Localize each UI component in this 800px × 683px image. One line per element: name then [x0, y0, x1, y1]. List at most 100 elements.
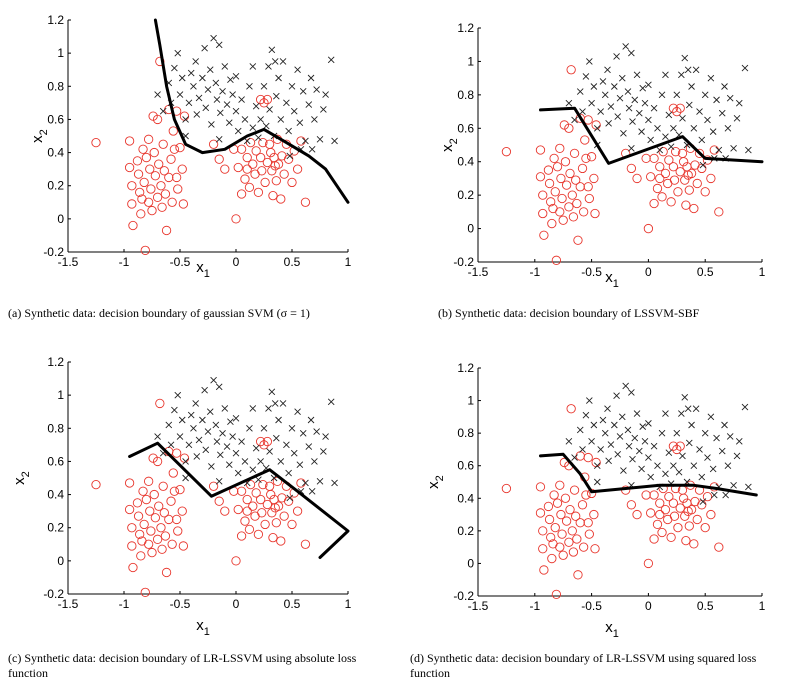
class-neg-point: [567, 190, 577, 200]
class-neg-point: [652, 183, 663, 194]
class-neg-point: [175, 142, 185, 153]
class-pos-point: [221, 63, 229, 70]
class-pos-point: [593, 124, 601, 132]
x-axis-label-main: x: [605, 269, 613, 286]
class-pos-point: [296, 119, 304, 127]
class-pos-point: [735, 99, 743, 107]
y-tick-label: 0.8: [457, 426, 474, 440]
class-neg-point: [150, 171, 161, 181]
class-pos-point: [641, 437, 649, 445]
class-pos-point: [704, 454, 711, 461]
class-neg-point: [152, 114, 163, 125]
class-neg-point: [655, 162, 665, 172]
class-neg-point: [168, 468, 178, 478]
class-pos-point: [692, 66, 700, 74]
class-neg-point: [268, 191, 278, 201]
class-pos-point: [271, 400, 279, 407]
class-pos-point: [701, 91, 709, 99]
class-neg-point: [220, 506, 230, 516]
class-neg-point: [538, 544, 548, 554]
class-neg-point: [571, 511, 581, 521]
class-pos-point: [707, 74, 715, 82]
class-neg-point: [173, 526, 183, 536]
class-pos-point: [307, 74, 315, 82]
class-pos-point: [628, 389, 635, 396]
class-neg-point: [157, 544, 167, 554]
class-pos-point: [565, 437, 573, 445]
class-neg-point: [689, 203, 699, 214]
class-neg-point: [692, 514, 702, 525]
x-axis-label-sub: 1: [204, 268, 210, 280]
class-neg-point: [564, 123, 574, 133]
class-pos-point: [588, 99, 595, 107]
class-neg-point: [268, 533, 278, 543]
y-tick-label: 1: [57, 46, 64, 60]
class-pos-point: [215, 135, 223, 143]
class-pos-point: [681, 54, 689, 62]
class-neg-point: [149, 489, 159, 500]
class-neg-point: [652, 519, 663, 529]
y-tick-label: 0.8: [457, 88, 474, 102]
class-neg-point: [573, 235, 583, 245]
class-neg-point: [242, 164, 252, 174]
class-pos-point: [171, 64, 178, 72]
class-neg-point: [273, 501, 284, 511]
class-neg-point: [146, 526, 156, 536]
class-pos-point: [745, 483, 752, 491]
class-neg-point: [267, 508, 277, 518]
class-neg-point: [568, 212, 579, 222]
class-pos-point: [613, 53, 620, 60]
class-pos-point: [638, 128, 645, 135]
class-pos-point: [215, 383, 223, 391]
class-pos-point: [241, 458, 249, 465]
class-pos-point: [721, 83, 728, 90]
class-neg-point: [643, 558, 654, 569]
class-pos-point: [178, 74, 186, 82]
class-pos-point: [208, 463, 215, 470]
class-neg-point: [150, 513, 161, 523]
class-neg-point: [296, 478, 306, 488]
class-neg-point: [258, 137, 268, 148]
class-neg-point: [255, 94, 266, 105]
class-neg-point: [668, 162, 679, 172]
class-neg-point: [139, 519, 149, 530]
class-neg-point: [671, 147, 681, 157]
y-tick-label: 0.4: [457, 155, 474, 169]
class-pos-point: [290, 449, 298, 457]
class-pos-point: [232, 73, 240, 80]
x-axis-label: x1: [196, 259, 210, 280]
class-neg-point: [664, 155, 674, 165]
class-pos-point: [733, 452, 741, 460]
class-pos-point: [279, 400, 287, 407]
y-axis-label: x2: [439, 138, 460, 152]
class-neg-point: [231, 556, 241, 566]
class-pos-point: [288, 424, 296, 432]
x-axis-label-main: x: [605, 619, 613, 636]
class-neg-point: [571, 175, 581, 185]
class-pos-point: [605, 119, 612, 127]
class-neg-point: [566, 65, 576, 75]
class-neg-point: [568, 547, 579, 557]
class-neg-point: [649, 153, 659, 164]
x-axis-label-sub: 1: [613, 278, 619, 290]
class-neg-point: [136, 209, 146, 219]
class-neg-point: [135, 187, 145, 197]
class-pos-point: [675, 468, 683, 476]
class-neg-point: [556, 509, 566, 520]
y-axis-label-main: x: [439, 144, 456, 152]
class-neg-point: [231, 214, 241, 224]
class-pos-point: [597, 108, 605, 115]
class-neg-point: [168, 126, 178, 136]
class-neg-point: [173, 184, 183, 194]
class-neg-point: [179, 111, 190, 121]
class-pos-point: [288, 82, 296, 90]
class-pos-point: [710, 491, 718, 499]
class-pos-point: [215, 41, 223, 49]
class-neg-point: [546, 197, 556, 207]
class-neg-point: [253, 529, 264, 539]
class-pos-point: [745, 146, 752, 154]
y-tick-label: 0.2: [47, 521, 64, 535]
class-pos-point: [628, 49, 635, 57]
